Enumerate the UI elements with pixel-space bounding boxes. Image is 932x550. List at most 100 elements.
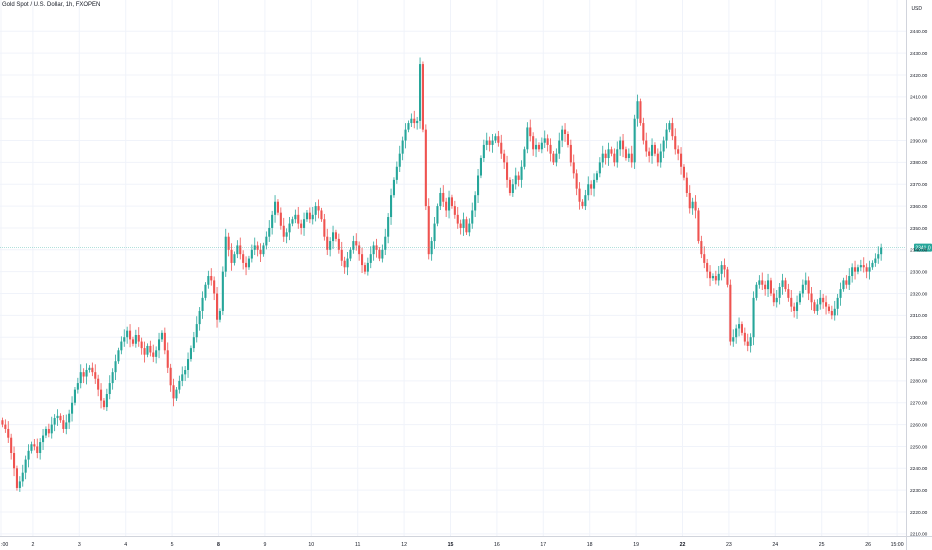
candle-body xyxy=(796,302,799,311)
candle-body xyxy=(656,153,659,163)
candle-body xyxy=(825,302,828,307)
candle-body xyxy=(65,422,68,429)
candle-body xyxy=(410,118,413,124)
candle-body xyxy=(746,341,749,346)
x-tick-label: 12 xyxy=(401,542,407,548)
candle-body xyxy=(210,276,213,281)
candle-body xyxy=(761,280,764,285)
last-price-label: 2341.0 xyxy=(915,246,931,252)
candle-body xyxy=(224,236,227,272)
candle-body xyxy=(91,367,94,373)
candle-body xyxy=(769,280,772,294)
candle-body xyxy=(395,166,398,180)
candle-body xyxy=(201,297,204,311)
candle-body xyxy=(85,369,88,377)
candle-body xyxy=(152,352,155,357)
candle-body xyxy=(326,236,329,250)
candle-body xyxy=(381,249,384,259)
candle-body xyxy=(607,149,610,159)
candle-body xyxy=(706,262,709,272)
candle-body xyxy=(714,276,717,281)
y-tick-label: 2300.00 xyxy=(910,335,928,341)
candle-body xyxy=(665,129,668,141)
candle-body xyxy=(880,247,883,255)
candle-body xyxy=(192,337,195,349)
candle-body xyxy=(459,223,462,228)
candle-body xyxy=(195,324,198,338)
y-tick-label: 2240.00 xyxy=(910,466,928,472)
candle-body xyxy=(767,280,770,290)
candle-body xyxy=(44,428,47,436)
candle-body xyxy=(140,341,143,349)
y-tick-label: 2390.00 xyxy=(910,138,928,144)
candle-body xyxy=(653,144,656,154)
candle-body xyxy=(833,308,836,316)
candle-body xyxy=(184,369,187,375)
candle-body xyxy=(36,446,39,454)
candle-body xyxy=(645,140,648,152)
candle-body xyxy=(871,262,874,268)
candle-body xyxy=(337,238,340,250)
candle-body xyxy=(68,413,71,423)
candle-body xyxy=(639,101,642,124)
candle-body xyxy=(398,153,401,167)
candle-body xyxy=(668,123,671,130)
candle-body xyxy=(764,284,767,290)
candle-body xyxy=(404,129,407,141)
candle-body xyxy=(813,302,816,311)
candle-body xyxy=(207,276,210,285)
candle-body xyxy=(613,153,616,163)
candle-body xyxy=(836,297,839,309)
candle-body xyxy=(300,223,303,228)
candle-body xyxy=(378,249,381,259)
candle-body xyxy=(877,254,880,259)
candle-body xyxy=(564,129,567,134)
candle-body xyxy=(340,249,343,261)
candle-body xyxy=(691,201,694,209)
candle-body xyxy=(227,236,230,250)
candle-body xyxy=(868,267,871,272)
candle-body xyxy=(24,459,27,473)
candle-body xyxy=(175,389,178,399)
candle-body xyxy=(688,192,691,209)
candle-body xyxy=(221,271,224,311)
candle-body xyxy=(511,184,514,193)
x-tick-label: 4 xyxy=(124,542,127,548)
candle-body xyxy=(114,361,117,373)
candle-body xyxy=(680,153,683,167)
candle-body xyxy=(442,192,445,202)
candle-body xyxy=(233,254,236,263)
candle-body xyxy=(598,162,601,174)
candle-body xyxy=(187,359,190,370)
y-tick-label: 2360.00 xyxy=(910,204,928,210)
candle-body xyxy=(738,324,741,329)
candle-body xyxy=(529,127,532,137)
candle-body xyxy=(33,444,36,447)
candle-body xyxy=(30,444,33,451)
candle-body xyxy=(53,418,56,425)
candle-body xyxy=(308,212,311,220)
candle-body xyxy=(630,153,633,163)
symbol-title: Gold Spot / U.S. Dollar, 1h, FXOPEN xyxy=(2,2,101,8)
candle-body xyxy=(494,136,497,141)
candle-body xyxy=(517,175,520,180)
candle-body xyxy=(361,254,364,266)
x-tick-label: 22 xyxy=(680,542,686,548)
candle-body xyxy=(372,245,375,255)
candle-body xyxy=(349,249,352,259)
candle-body xyxy=(537,144,540,150)
candle-body xyxy=(305,212,308,220)
candle-body xyxy=(352,241,355,250)
candle-body xyxy=(42,435,45,443)
candle-body xyxy=(416,120,419,124)
candle-body xyxy=(479,158,482,176)
candle-body xyxy=(610,149,613,154)
candle-body xyxy=(294,214,297,220)
candle-body xyxy=(1,420,4,425)
y-tick-label: 2220.00 xyxy=(910,510,928,516)
candle-body xyxy=(76,383,79,390)
candle-body xyxy=(471,210,474,224)
y-tick-label: 2320.00 xyxy=(910,291,928,297)
candle-body xyxy=(787,289,790,298)
